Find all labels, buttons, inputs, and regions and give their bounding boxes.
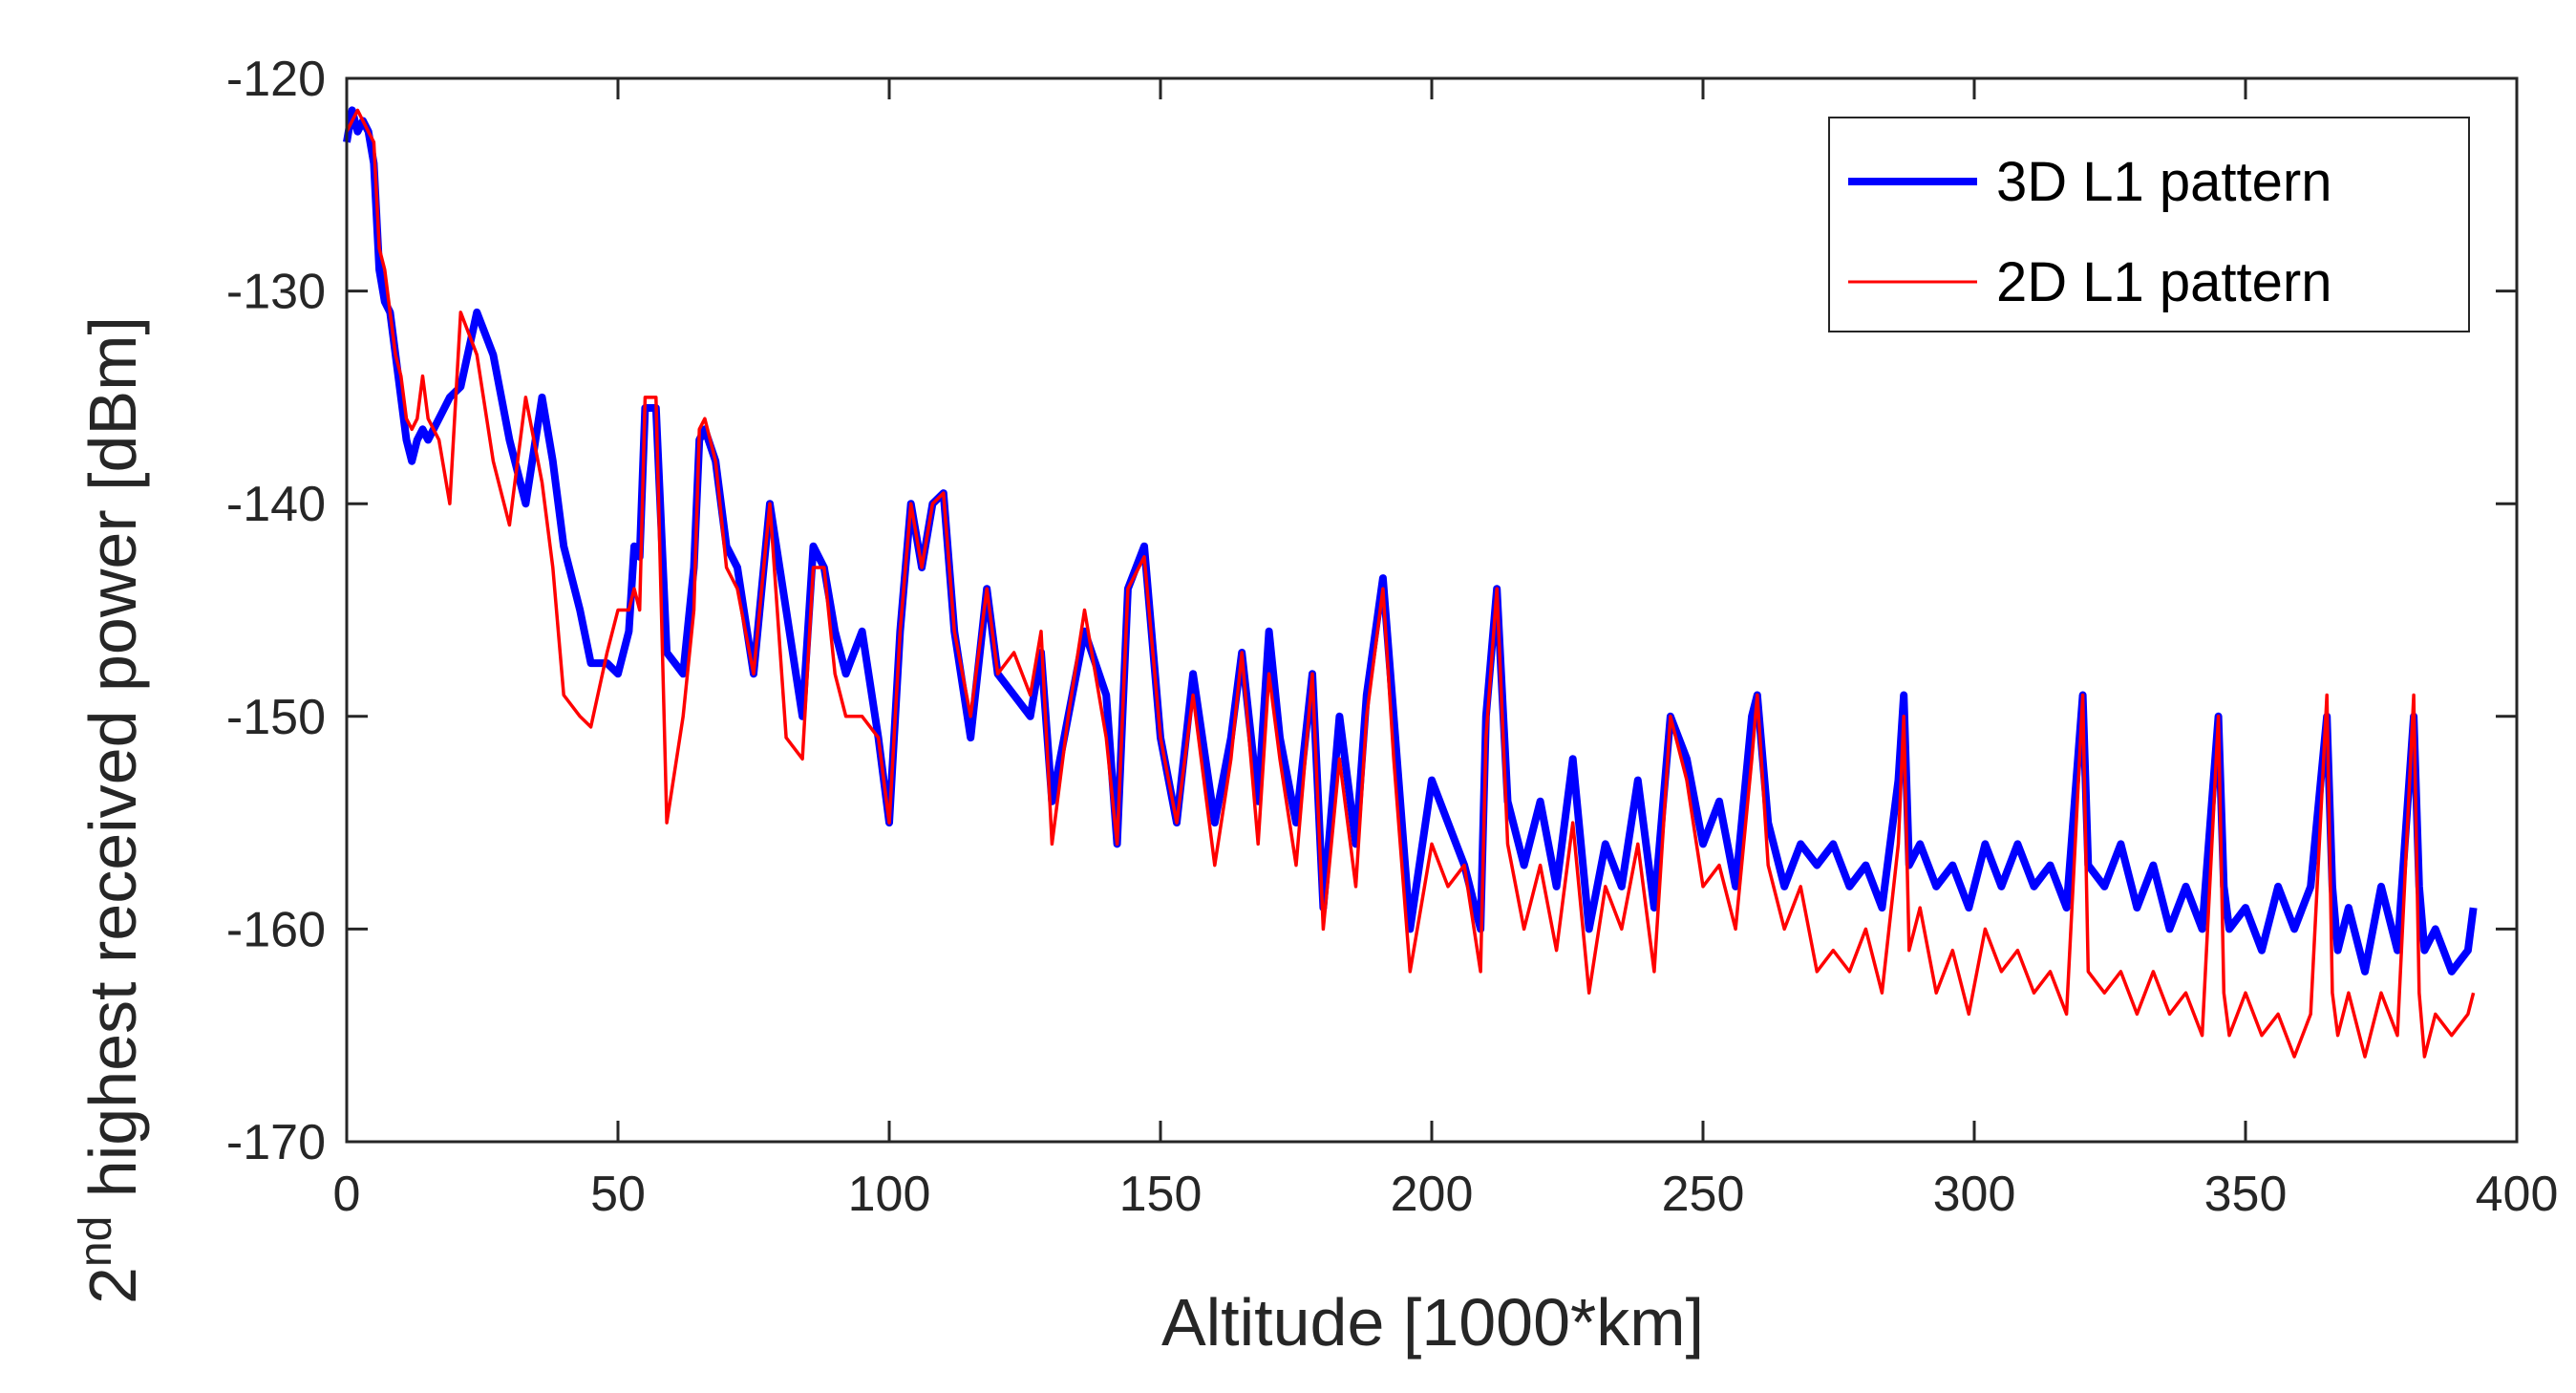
y-tick-label: -160 (226, 902, 326, 957)
y-axis-label-rest: highest received power [dBm] (75, 316, 150, 1216)
x-tick-label: 50 (590, 1167, 646, 1222)
y-tick-label: -130 (226, 265, 326, 320)
y-axis-label-superscript: nd (71, 1216, 121, 1267)
legend-label-3d: 3D L1 pattern (1996, 151, 2331, 213)
x-tick-label: 200 (1391, 1167, 1474, 1222)
x-tick-label: 350 (2204, 1167, 2288, 1222)
legend-box (1828, 117, 2470, 332)
legend: 3D L1 pattern 2D L1 pattern (1828, 117, 2470, 332)
x-tick-label: 300 (1933, 1167, 2016, 1222)
y-tick-label: -150 (226, 690, 326, 745)
x-axis-ticks: 0 50 100 150 200 250 300 350 400 (333, 78, 2559, 1222)
y-tick-label: -140 (226, 477, 326, 532)
y-axis-label-prefix: 2 (75, 1267, 150, 1304)
legend-label-2d: 2D L1 pattern (1996, 251, 2331, 313)
x-axis-label: Altitude [1000*km] (1161, 1285, 1704, 1360)
series-line-3d (343, 106, 2478, 975)
y-axis-ticks: -120 -130 -140 -150 -160 -170 (226, 52, 2517, 1170)
x-tick-label: 0 (333, 1167, 361, 1222)
x-tick-label: 100 (848, 1167, 931, 1222)
y-tick-label: -120 (226, 52, 326, 107)
y-tick-label: -170 (226, 1115, 326, 1170)
series-line-2d (345, 108, 2476, 1059)
x-tick-label: 250 (1662, 1167, 1745, 1222)
x-tick-label: 150 (1119, 1167, 1203, 1222)
x-tick-label: 400 (2476, 1167, 2559, 1222)
series-layer (343, 106, 2478, 1059)
y-axis-label: 2nd highest received power [dBm] (71, 316, 150, 1304)
